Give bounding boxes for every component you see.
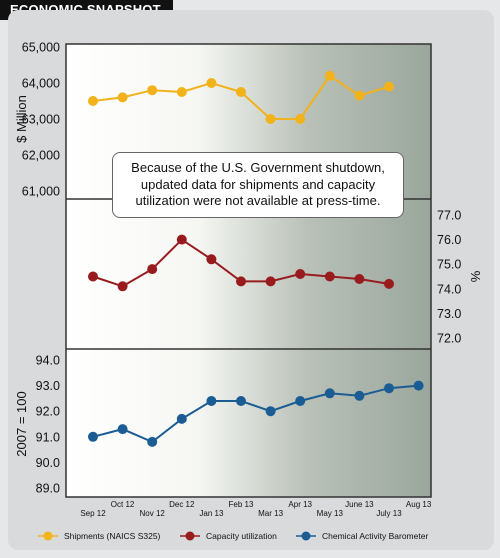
legend-label: Chemical Activity Barometer: [322, 531, 428, 541]
data-point-capacity: [354, 274, 365, 284]
data-point-barometer: [117, 424, 128, 435]
y-axis-title: 2007 = 100: [14, 391, 29, 456]
data-point-barometer: [295, 396, 306, 406]
data-point-shipments: [295, 114, 306, 124]
y-tick-label: 75.0: [437, 258, 461, 272]
y-axis-title: $ Million: [14, 95, 29, 143]
x-tick-label: Dec 12: [169, 500, 195, 509]
y-tick-label: 74.0: [437, 282, 461, 296]
y-tick-label: 64,000: [22, 77, 60, 91]
data-point-barometer: [147, 436, 158, 447]
y-tick-label: 90.0: [36, 456, 60, 470]
data-point-barometer: [236, 396, 246, 406]
data-point-capacity: [265, 276, 276, 287]
data-point-shipments: [354, 90, 365, 101]
y-tick-label: 94.0: [36, 354, 60, 368]
y-tick-label: 72.0: [437, 332, 461, 346]
x-tick-label: Feb 13: [229, 500, 254, 509]
data-point-barometer: [384, 383, 394, 394]
legend-swatch-marker: [185, 531, 195, 541]
data-point-shipments: [176, 87, 187, 97]
y-tick-label: 61,000: [22, 185, 60, 199]
x-tick-label: Mar 13: [258, 509, 283, 518]
data-point-barometer: [206, 396, 217, 406]
x-tick-label: Nov 12: [140, 509, 166, 518]
data-point-capacity: [206, 254, 217, 265]
legend-swatch-marker: [301, 531, 311, 541]
data-point-shipments: [324, 70, 335, 81]
y-axis-title: %: [468, 270, 483, 282]
data-point-shipments: [147, 85, 158, 96]
data-point-shipments: [117, 92, 128, 103]
data-point-capacity: [117, 281, 128, 292]
data-point-barometer: [413, 380, 424, 391]
data-point-barometer: [265, 406, 276, 417]
data-point-shipments: [206, 78, 217, 88]
data-point-barometer: [324, 388, 335, 399]
y-tick-label: 76.0: [437, 233, 461, 247]
data-point-capacity: [176, 234, 187, 245]
series-line-barometer: [92, 384, 419, 444]
y-tick-label: 62,000: [22, 149, 60, 163]
data-point-capacity: [295, 269, 306, 279]
x-tick-label: Jan 13: [199, 509, 224, 518]
data-point-barometer: [354, 390, 365, 401]
y-tick-label: 77.0: [437, 209, 461, 223]
y-tick-label: 93.0: [36, 379, 60, 393]
plot-area: [65, 43, 432, 498]
x-tick-label: Aug 13: [406, 500, 432, 509]
y-tick-label: 92.0: [36, 405, 60, 419]
data-point-barometer: [176, 413, 187, 424]
y-tick-label: 63,000: [22, 113, 60, 127]
x-tick-label: May 13: [317, 509, 344, 518]
shutdown-note: Because of the U.S. Government shutdown,…: [112, 152, 404, 218]
data-point-shipments: [384, 81, 394, 92]
data-point-shipments: [236, 87, 246, 97]
x-tick-label: Oct 12: [111, 500, 135, 509]
x-tick-label: Apr 13: [288, 500, 312, 509]
data-point-capacity: [384, 278, 394, 289]
x-tick-label: June 13: [345, 500, 374, 509]
data-point-capacity: [236, 276, 246, 287]
legend-swatch-marker: [43, 531, 53, 541]
x-tick-label: July 13: [376, 509, 402, 518]
data-point-shipments: [265, 114, 276, 124]
data-point-capacity: [88, 271, 98, 282]
data-point-capacity: [324, 271, 335, 282]
data-point-shipments: [88, 96, 98, 106]
y-tick-label: 65,000: [22, 41, 60, 55]
x-tick-label: Sep 12: [80, 509, 106, 518]
legend-label: Capacity utilization: [206, 531, 277, 541]
y-tick-label: 89.0: [36, 482, 60, 496]
data-point-capacity: [147, 264, 158, 275]
y-tick-label: 73.0: [437, 307, 461, 321]
y-tick-label: 91.0: [36, 430, 60, 444]
legend-label: Shipments (NAICS S325): [64, 531, 161, 541]
data-point-barometer: [88, 431, 98, 442]
